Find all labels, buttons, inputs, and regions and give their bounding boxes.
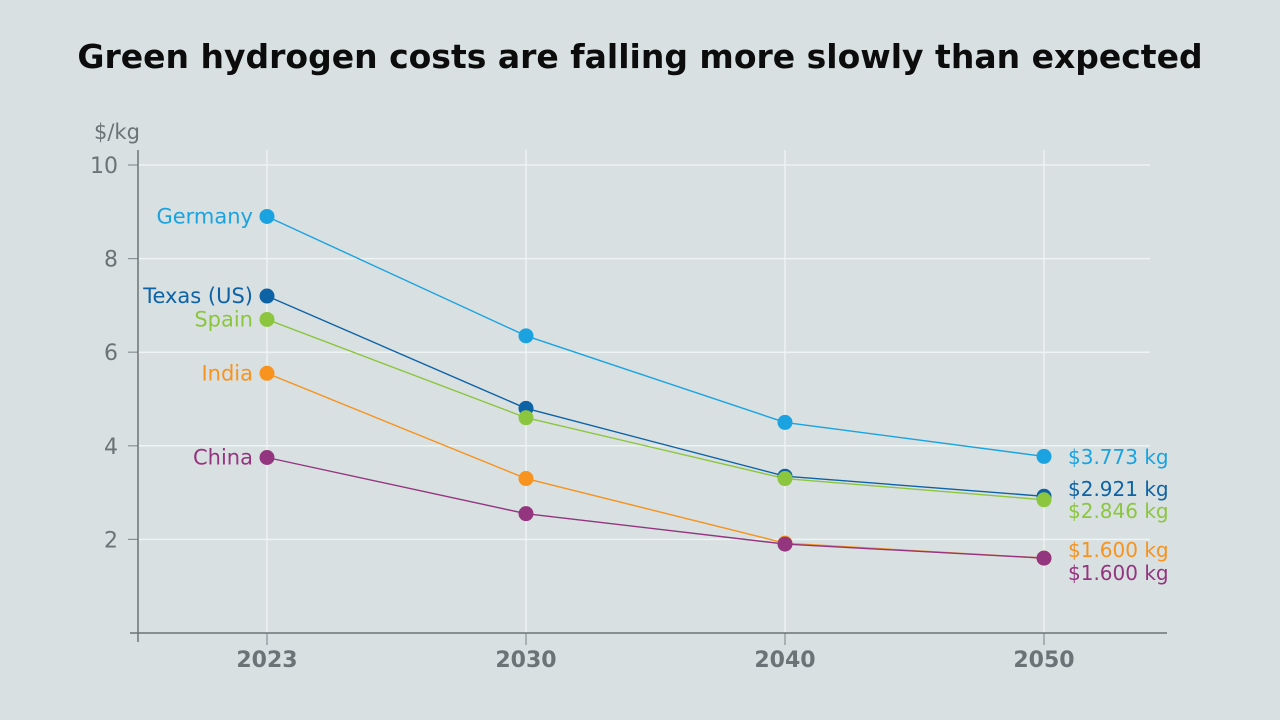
chart-title: Green hydrogen costs are falling more sl… [77,37,1202,76]
data-point [1036,550,1052,566]
data-point [518,410,534,426]
data-point [1036,448,1052,464]
series-line-china [266,456,1045,559]
x-tick-label: 2040 [754,648,815,673]
y-tick-label: 10 [90,154,118,179]
y-tick-label: 2 [104,528,118,553]
y-tick-label: 6 [104,341,118,366]
data-point [259,450,275,465]
data-point [777,471,793,487]
x-tick-label: 2023 [236,648,297,673]
data-point [1036,492,1052,508]
data-point [259,208,275,224]
data-point [259,288,275,304]
series-line-germany [266,215,1045,458]
end-value-label: $1.600 kg [1068,561,1169,585]
series-name-label: Texas (US) [142,284,253,308]
end-value-label: $3.773 kg [1068,445,1169,469]
series-line-texas-us [266,295,1045,497]
y-axis-label: $/kg [94,120,140,144]
data-point [259,311,275,327]
end-value-label: $2.921 kg [1068,477,1169,501]
series-labels: Germany $3.773 kg Texas (US) $2.921 kg Spain… [142,204,1168,585]
end-value-label: $2.846 kg [1068,499,1169,523]
data-point [777,536,793,552]
x-tick-label: 2050 [1013,648,1074,673]
x-tick-label: 2030 [495,648,556,673]
data-point [518,506,534,522]
series-name-label: Germany [156,204,253,228]
data-point [259,365,275,381]
data-point [777,414,793,430]
series-line-india [266,372,1045,559]
gridlines [138,150,1150,633]
tick-labels: 2 4 6 8 10 2023 2030 2040 2050 [90,154,1075,673]
y-tick-label: 8 [104,248,118,273]
y-tick-label: 4 [104,435,118,460]
axes [128,150,1167,645]
series-name-label: India [201,361,253,385]
series-name-label: Spain [194,307,253,331]
series-line-spain [266,318,1045,501]
series-name-label: China [193,446,253,470]
data-point [518,471,534,487]
end-value-label: $1.600 kg [1068,538,1169,562]
series-group [259,208,1052,566]
data-point [518,328,534,344]
